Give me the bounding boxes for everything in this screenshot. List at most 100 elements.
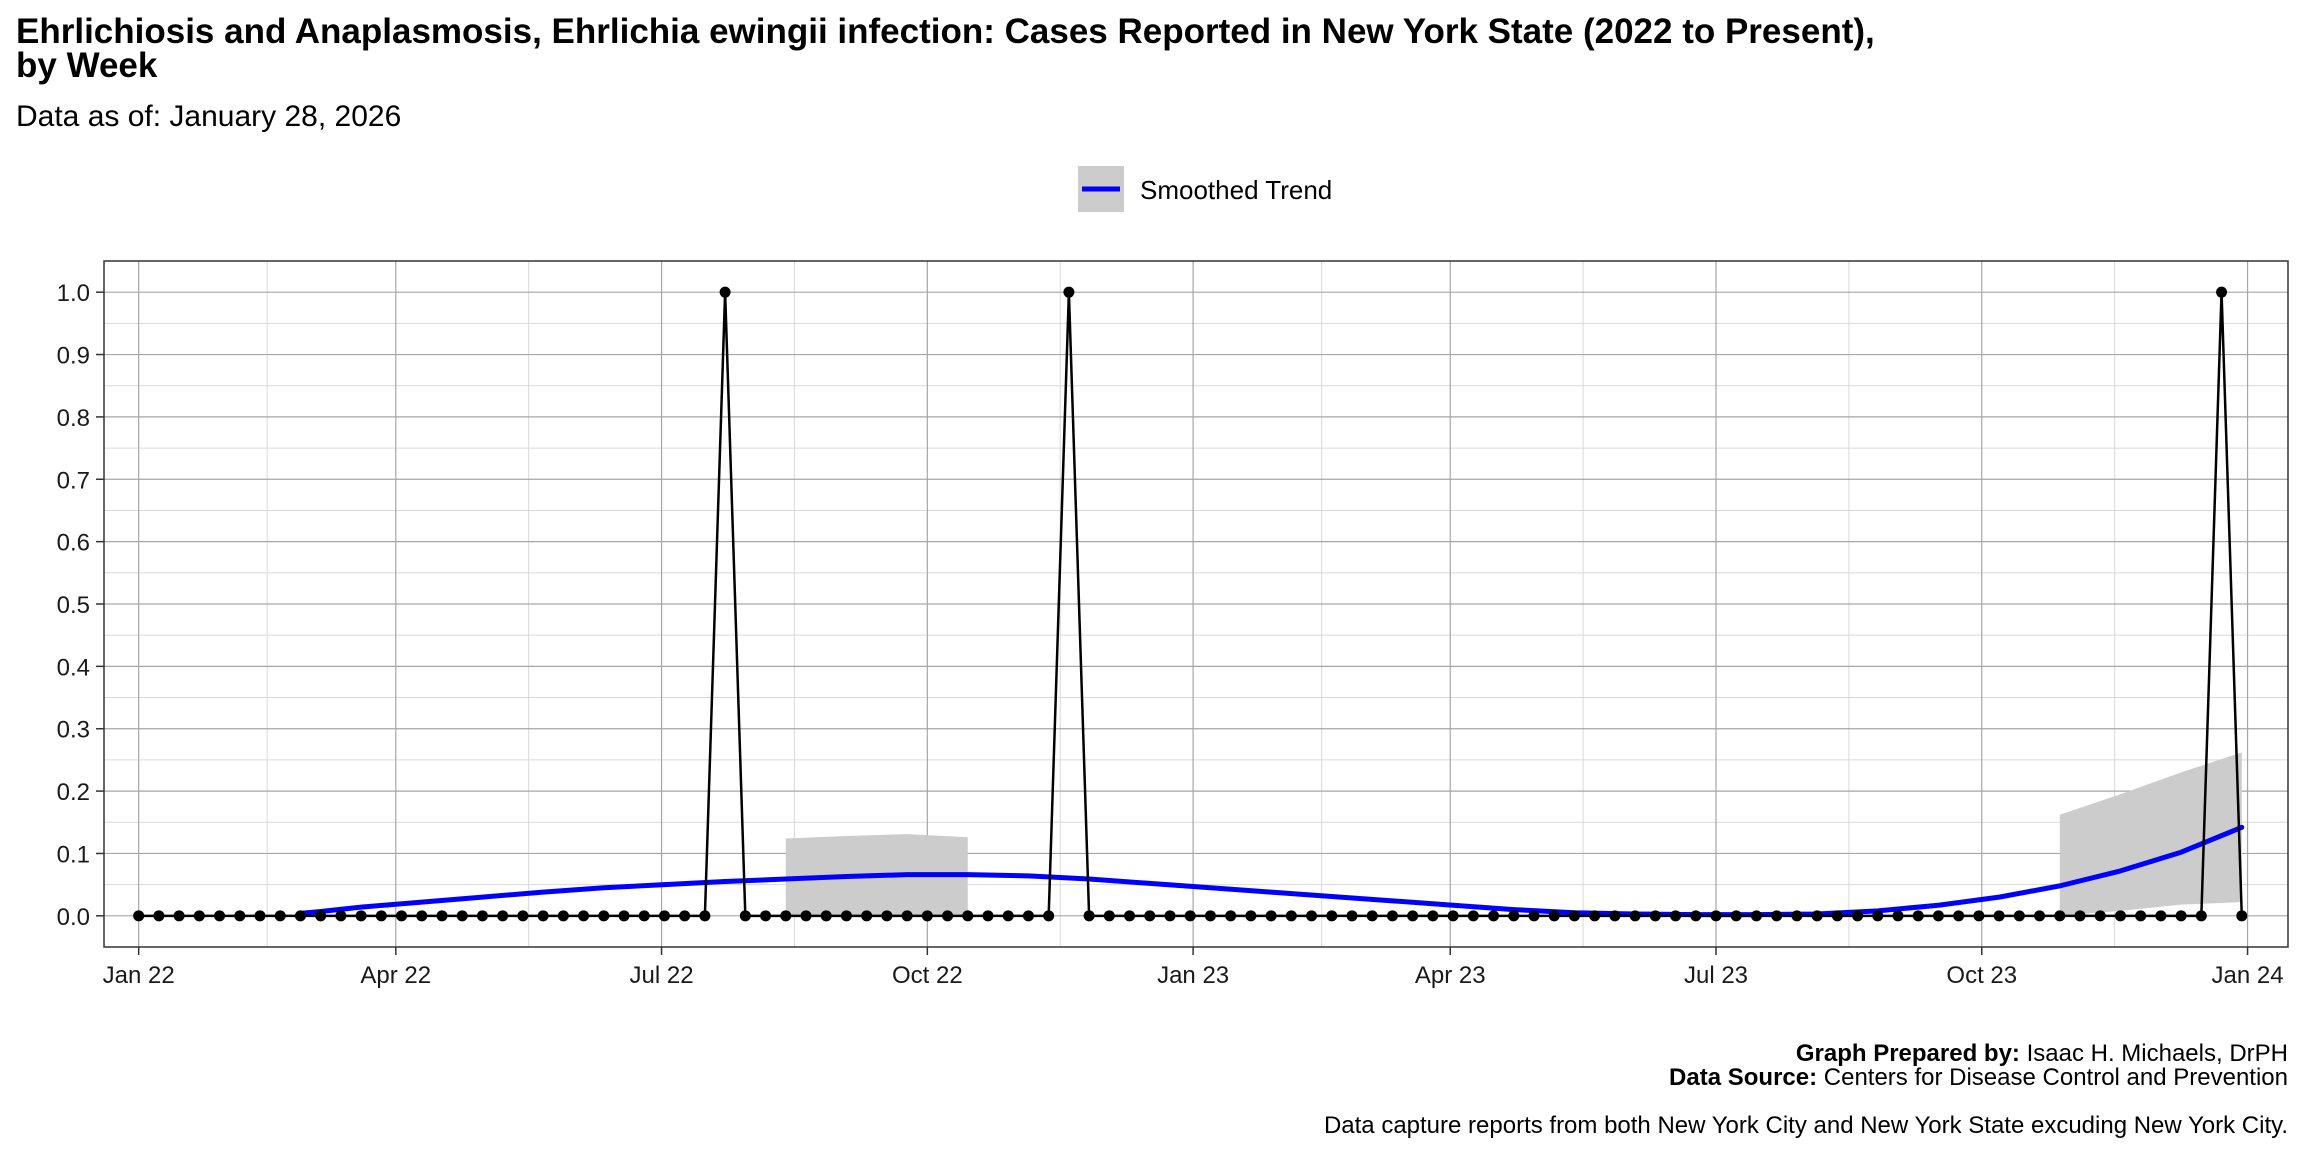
observed-point	[1528, 910, 1540, 922]
y-tick-label: 1.0	[57, 280, 90, 307]
observed-point	[2034, 910, 2046, 922]
observed-point	[1750, 910, 1762, 922]
observed-point	[315, 910, 327, 922]
observed-point	[598, 910, 610, 922]
observed-point	[638, 910, 650, 922]
observed-point	[456, 910, 468, 922]
observed-point	[416, 910, 428, 922]
observed-point	[517, 910, 529, 922]
observed-point	[2074, 910, 2086, 922]
observed-point	[942, 910, 954, 922]
observed-point	[1063, 286, 1075, 298]
observed-point	[800, 910, 812, 922]
observed-point	[1791, 910, 1803, 922]
observed-point	[214, 910, 226, 922]
observed-point	[557, 910, 569, 922]
observed-point	[1568, 910, 1580, 922]
observed-point	[719, 286, 731, 298]
observed-point	[1144, 910, 1156, 922]
chart-title-line2: by Week	[16, 46, 158, 85]
observed-point	[497, 910, 509, 922]
observed-point	[1488, 910, 1500, 922]
observed-point	[396, 910, 408, 922]
observed-point	[1346, 910, 1358, 922]
observed-point	[1124, 910, 1136, 922]
observed-point	[1872, 910, 1884, 922]
observed-point	[1831, 910, 1843, 922]
observed-point	[2195, 910, 2207, 922]
observed-point	[679, 910, 691, 922]
observed-point	[1589, 910, 1601, 922]
observed-point	[537, 910, 549, 922]
observed-point	[820, 910, 832, 922]
observed-point	[840, 910, 852, 922]
observed-point	[476, 910, 488, 922]
observed-point	[1204, 910, 1216, 922]
footer-prepared-by: Graph Prepared by: Isaac H. Michaels, Dr…	[1796, 1040, 2288, 1067]
observed-point	[1164, 910, 1176, 922]
x-tick-label: Apr 23	[1415, 962, 1486, 989]
observed-point	[1670, 910, 1682, 922]
observed-point	[355, 910, 367, 922]
observed-point	[254, 910, 266, 922]
observed-point	[1852, 910, 1864, 922]
observed-point	[1245, 910, 1257, 922]
observed-point	[1366, 910, 1378, 922]
observed-point	[1993, 910, 2005, 922]
y-tick-label: 0.5	[57, 592, 90, 619]
observed-point	[2155, 910, 2167, 922]
observed-point	[1467, 910, 1479, 922]
observed-point	[1932, 910, 1944, 922]
observed-point	[861, 910, 873, 922]
observed-point	[2175, 910, 2187, 922]
observed-point	[699, 910, 711, 922]
observed-point	[1730, 910, 1742, 922]
observed-point	[1953, 910, 1965, 922]
observed-point	[2114, 910, 2126, 922]
y-tick-label: 0.2	[57, 779, 90, 806]
observed-point	[982, 910, 994, 922]
y-tick-label: 0.8	[57, 405, 90, 432]
legend: Smoothed Trend	[1078, 166, 1332, 212]
observed-points	[133, 286, 2248, 922]
y-tick-label: 0.0	[57, 904, 90, 931]
observed-point	[1427, 910, 1439, 922]
observed-point	[1771, 910, 1783, 922]
observed-point	[2216, 286, 2228, 298]
observed-point	[1629, 910, 1641, 922]
x-tick-label: Oct 22	[892, 962, 963, 989]
observed-point	[2013, 910, 2025, 922]
x-tick-label: Apr 22	[360, 962, 431, 989]
observed-point	[921, 910, 933, 922]
observed-point	[760, 910, 772, 922]
smoothed-trend	[297, 824, 2245, 918]
observed-point	[1407, 910, 1419, 922]
observed-point	[436, 910, 448, 922]
chart-title-line1: Ehrlichiosis and Anaplasmosis, Ehrlichia…	[16, 12, 1875, 51]
observed-point	[1043, 910, 1055, 922]
y-axis: 0.0 0.1 0.2 0.3 0.4 0.5 0.6 0.7 0.8 0.9 1.0	[57, 280, 104, 931]
observed-point	[153, 910, 165, 922]
y-tick-label: 0.9	[57, 343, 90, 370]
observed-point	[578, 910, 590, 922]
observed-point	[1306, 910, 1318, 922]
observed-point	[618, 910, 630, 922]
y-tick-label: 0.3	[57, 717, 90, 744]
x-tick-label: Oct 23	[1946, 962, 2017, 989]
observed-point	[881, 910, 893, 922]
observed-point	[173, 910, 185, 922]
observed-point	[294, 910, 306, 922]
observed-point	[1508, 910, 1520, 922]
footer-note: Data capture reports from both New York …	[1324, 1112, 2288, 1139]
observed-point	[2236, 910, 2248, 922]
observed-point	[1912, 910, 1924, 922]
x-tick-label: Jul 22	[630, 962, 694, 989]
x-tick-label: Jul 23	[1684, 962, 1748, 989]
x-tick-label: Jan 23	[1157, 962, 1229, 989]
y-tick-label: 0.7	[57, 467, 90, 494]
confidence-band-segment-2	[2059, 752, 2242, 916]
observed-point	[2094, 910, 2106, 922]
legend-label: Smoothed Trend	[1140, 175, 1332, 205]
observed-point	[1083, 910, 1095, 922]
